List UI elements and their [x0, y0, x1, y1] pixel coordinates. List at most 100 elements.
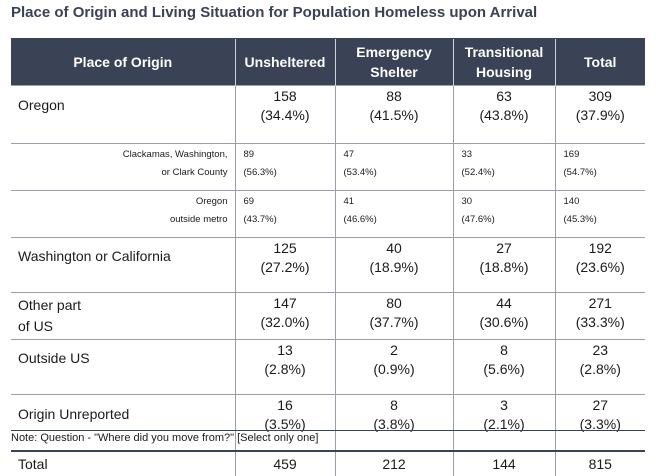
cell-count: 33 [461, 149, 473, 160]
cell-count: 13 [277, 342, 293, 358]
header-transitional-housing: Transitional Housing [452, 38, 555, 86]
row-label: Clackamas, Washington, or Clark County [11, 143, 235, 191]
table-row-outside-metro: Oregon outside metro 69 (43.7%) 41 (46.6%) … [11, 190, 645, 238]
row-label-line1: Other part [18, 297, 82, 313]
cell-percent: (34.4%) [260, 107, 310, 123]
origin-table: Place of Origin Unsheltered Emergency She… [11, 38, 645, 476]
cell-count: 3 [500, 397, 508, 413]
cell-percent: (2.1%) [483, 416, 525, 432]
table-row-total: Total 459 212 144 815 [11, 450, 645, 476]
cell-percent: (47.6%) [461, 214, 495, 225]
cell-count: 125 [273, 240, 297, 256]
table-title: Place of Origin and Living Situation for… [11, 4, 538, 21]
cell-emergency: 2 (0.9%) [334, 339, 453, 395]
cell-percent: (2.8%) [579, 361, 621, 377]
cell-count: 16 [277, 397, 293, 413]
cell-count: 63 [496, 88, 512, 104]
cell-percent: (56.3%) [243, 167, 277, 178]
cell-total: 192 (23.6%) [554, 237, 645, 293]
cell-percent: (41.5%) [369, 107, 419, 123]
cell-percent: (37.7%) [369, 314, 419, 330]
cell-total: 27 (3.3%) [554, 394, 645, 451]
table-row-clackamas: Clackamas, Washington, or Clark County 89… [11, 143, 645, 191]
table-row-oregon: Oregon 158 (34.4%) 88 (41.5%) 63 (43.8%) 30… [11, 85, 645, 144]
header-row: Place of Origin Unsheltered Emergency She… [11, 38, 645, 86]
cell-unsheltered: 69 (43.7%) [234, 190, 335, 238]
header-place-of-origin: Place of Origin [11, 38, 235, 86]
cell-unsheltered: 158 (34.4%) [234, 85, 335, 144]
cell-percent: (3.3%) [579, 416, 621, 432]
cell-percent: (52.4%) [461, 167, 495, 178]
cell-count: 8 [390, 397, 398, 413]
cell-percent: (18.8%) [479, 259, 529, 275]
cell-percent: (0.9%) [373, 361, 415, 377]
cell-count: 40 [386, 240, 402, 256]
cell-percent: (27.2%) [260, 259, 310, 275]
cell-percent: (5.6%) [483, 361, 525, 377]
cell-transitional: 63 (43.8%) [452, 85, 555, 144]
cell-transitional: 30 (47.6%) [452, 190, 555, 238]
cell-transitional: 3 (2.1%) [452, 394, 555, 451]
cell-emergency: 80 (37.7%) [334, 292, 453, 340]
cell-count: 41 [343, 196, 355, 207]
cell-percent: (43.8%) [479, 107, 529, 123]
row-label: Outside US [11, 339, 235, 395]
cell-unsheltered: 89 (56.3%) [234, 143, 335, 191]
cell-transitional: 33 (52.4%) [452, 143, 555, 191]
cell-count: 147 [273, 295, 297, 311]
cell-count: 27 [496, 240, 512, 256]
cell-percent: (3.8%) [373, 416, 415, 432]
table-row-washington-california: Washington or California 125 (27.2%) 40 (1… [11, 237, 645, 293]
cell-percent: (43.7%) [243, 214, 277, 225]
cell-transitional: 44 (30.6%) [452, 292, 555, 340]
cell-unsheltered: 125 (27.2%) [234, 237, 335, 293]
cell-count: 30 [461, 196, 473, 207]
header-emergency-line2: Shelter [370, 64, 418, 80]
cell-unsheltered: 459 [234, 450, 335, 476]
cell-transitional: 27 (18.8%) [452, 237, 555, 293]
cell-emergency: 41 (46.6%) [334, 190, 453, 238]
footnote: Note: Question - "Where did you move fro… [11, 432, 319, 444]
row-label: Total [11, 450, 235, 476]
cell-count: 80 [386, 295, 402, 311]
cell-count: 89 [243, 149, 255, 160]
header-total: Total [554, 38, 645, 86]
cell-count: 8 [500, 342, 508, 358]
cell-percent: (30.6%) [479, 314, 529, 330]
cell-emergency: 47 (53.4%) [334, 143, 453, 191]
cell-total: 169 (54.7%) [554, 143, 645, 191]
cell-unsheltered: 13 (2.8%) [234, 339, 335, 395]
cell-percent: (23.6%) [575, 259, 625, 275]
cell-emergency: 8 (3.8%) [334, 394, 453, 451]
cell-count: 88 [386, 88, 402, 104]
cell-emergency: 212 [334, 450, 453, 476]
header-emergency-shelter: Emergency Shelter [334, 38, 453, 86]
row-label-line1: Clackamas, Washington, [122, 149, 228, 160]
cell-count: 169 [563, 149, 580, 160]
cell-total: 815 [554, 450, 645, 476]
cell-percent: (18.9%) [369, 259, 419, 275]
header-transitional-line2: Housing [476, 64, 532, 80]
header-transitional-line1: Transitional [464, 44, 544, 60]
cell-count: 44 [496, 295, 512, 311]
cell-percent: (33.3%) [575, 314, 625, 330]
cell-transitional: 144 [452, 450, 555, 476]
cell-total: 23 (2.8%) [554, 339, 645, 395]
row-label: Oregon [11, 85, 235, 144]
cell-count: 23 [592, 342, 609, 358]
cell-percent: (2.8%) [264, 361, 306, 377]
cell-total: 309 (37.9%) [554, 85, 645, 144]
table-row-outside-us: Outside US 13 (2.8%) 2 (0.9%) 8 (5.6%) 23 (2… [11, 339, 645, 395]
row-label-line1: Oregon [195, 196, 228, 207]
cell-percent: (32.0%) [260, 314, 310, 330]
cell-count: 27 [592, 397, 609, 413]
cell-percent: (37.9%) [575, 107, 625, 123]
cell-count: 47 [343, 149, 355, 160]
cell-count: 2 [390, 342, 398, 358]
cell-emergency: 88 (41.5%) [334, 85, 453, 144]
row-label-line2: or Clark County [161, 167, 228, 178]
table-header: Place of Origin Unsheltered Emergency She… [11, 38, 645, 86]
cell-count: 192 [588, 240, 612, 256]
cell-percent: (45.3%) [563, 214, 597, 225]
cell-count: 140 [563, 196, 580, 207]
